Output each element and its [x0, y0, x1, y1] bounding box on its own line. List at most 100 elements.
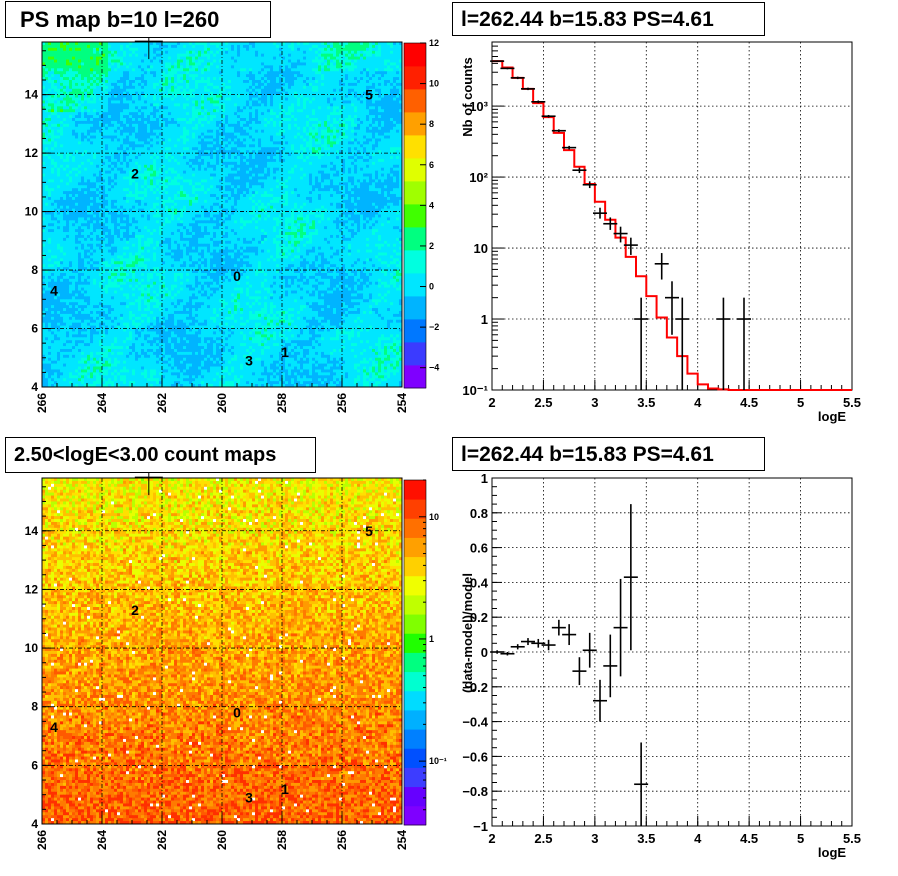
count-map-colorbar-step	[404, 576, 426, 596]
ps-map-title: PS map b=10 l=260	[5, 1, 271, 38]
count-map-colorbar-step	[404, 653, 426, 673]
ps-map-xtick-label: 254	[395, 393, 409, 413]
count-map-xtick-label: 260	[215, 830, 229, 850]
residual-data-point	[603, 635, 617, 698]
spectrum-data-point	[634, 298, 648, 390]
ps-map-ztick-label: −2	[429, 322, 439, 332]
residual-ytick-label: −0.8	[462, 784, 488, 799]
spectrum-ylabel: Nb of counts	[460, 57, 475, 136]
ps-map-colorbar-step	[404, 43, 426, 66]
ps-map-ytick-label: 4	[31, 380, 38, 394]
count-map-colorbar-step	[404, 538, 426, 558]
ps-map-ztick-label: 8	[429, 119, 434, 129]
ps-map-xtick-label: 258	[275, 393, 289, 413]
residual-ygrid	[492, 513, 852, 791]
residual-xtick-label: 5	[797, 831, 804, 846]
count-map-ytick-label: 14	[25, 524, 39, 538]
spectrum-data-point	[490, 60, 504, 61]
ps-map-marker-1: 1	[281, 344, 289, 360]
count-map-colorbar-step	[404, 672, 426, 692]
count-map-colorbar-step	[404, 480, 426, 500]
residual-data	[490, 504, 648, 826]
ps-map-marker-0: 0	[233, 268, 241, 284]
residual-ytick-label: 1	[481, 471, 488, 486]
spectrum-xtick-label: 3.5	[637, 395, 655, 410]
ps-map-colorbar-step	[404, 296, 426, 319]
ps-map-colorbar	[404, 43, 426, 388]
ps-map-marker-4: 4	[50, 283, 58, 299]
spectrum-xtick-label: 2.5	[534, 395, 552, 410]
ps-map-ztick-label: 10	[429, 79, 439, 89]
residual-title: l=262.44 b=15.83 PS=4.61	[452, 437, 765, 471]
residual-xtick-label: 5.5	[843, 831, 861, 846]
ps-map-colorbar-step	[404, 181, 426, 204]
count-map-colorbar	[404, 480, 426, 825]
count-map-ztick-label: 10	[429, 512, 439, 522]
count-map-colorbar-step	[404, 633, 426, 653]
residual-ytick-label: −0.4	[462, 715, 488, 730]
residual-xtick-label: 3	[591, 831, 598, 846]
residual-data-point	[552, 620, 566, 636]
count-map-ytick-label: 8	[31, 700, 38, 714]
count-map-colorbar-step	[404, 729, 426, 749]
ps-map-ztick-label: 2	[429, 241, 434, 251]
count-map-xtick-label: 258	[275, 830, 289, 850]
count-map-xtick-label: 254	[395, 830, 409, 850]
spectrum-data-point	[500, 67, 514, 69]
spectrum-ytick-label: 10⁻¹	[462, 383, 488, 398]
ps-map-xtick-label: 266	[35, 393, 49, 413]
count-map-colorbar-step	[404, 557, 426, 577]
spectrum-model-line	[492, 61, 852, 390]
ps-map-xtick-label: 264	[95, 393, 109, 413]
count-map-xtick-label: 266	[35, 830, 49, 850]
ps-map-xtick-label: 260	[215, 393, 229, 413]
spectrum-xtick-label: 3	[591, 395, 598, 410]
spectrum-ytick-label: 1	[481, 312, 488, 327]
ps-map-ytick-label: 12	[25, 146, 39, 160]
ps-map-ztick-label: 6	[429, 160, 434, 170]
count-map-marker-0: 0	[233, 705, 241, 721]
ps-map-xtick-label: 256	[335, 393, 349, 413]
ps-map-marker-5: 5	[365, 87, 373, 103]
spectrum-xtick-label: 5.5	[843, 395, 861, 410]
residual-xtick-label: 2.5	[534, 831, 552, 846]
count-map-marker-5: 5	[365, 523, 373, 539]
count-map-colorbar-step	[404, 499, 426, 519]
count-map-title: 2.50<logE<3.00 count maps	[5, 437, 316, 473]
ps-map-colorbar-step	[404, 135, 426, 158]
count-map-xtick-label: 264	[95, 830, 109, 850]
count-map-xtick-label: 256	[335, 830, 349, 850]
count-map-colorbar-step	[404, 518, 426, 538]
residual-ylabel: (data-model)/model	[460, 573, 475, 693]
count-map-colorbar-step	[404, 614, 426, 634]
ps-map-colorbar-step	[404, 273, 426, 296]
ps-map-colorbar-step	[404, 204, 426, 227]
spectrum-ytick-label: 10²	[469, 170, 488, 185]
ps-map-colorbar-step	[404, 342, 426, 365]
ps-map-ztick-label: −4	[429, 363, 439, 373]
residual-xtick-label: 2	[488, 831, 495, 846]
count-map-colorbar-step	[404, 806, 426, 826]
spectrum-xlabel: logE	[818, 409, 846, 424]
count-map-colorbar-step	[404, 768, 426, 788]
residual-ytick-label: 0.8	[470, 506, 488, 521]
spectrum-xtick-label: 5	[797, 395, 804, 410]
count-map-marker-4: 4	[50, 719, 58, 735]
count-map-ztick-label: 1	[429, 634, 434, 644]
count-map-ytick-label: 12	[25, 582, 39, 596]
ps-map-marker-2: 2	[131, 166, 139, 182]
count-map-ytick-label: 10	[25, 641, 39, 655]
ps-map-ytick-label: 6	[31, 322, 38, 336]
residual-ytick-label: 0.6	[470, 541, 488, 556]
residual-ytick-label: 0	[481, 645, 488, 660]
residual-data-point	[511, 644, 525, 649]
residual-data-point	[614, 579, 628, 676]
count-map-colorbar-step	[404, 595, 426, 615]
spectrum-xtick-label: 4.5	[740, 395, 758, 410]
spectrum-data	[490, 60, 751, 390]
residual-xtick-label: 4	[694, 831, 702, 846]
count-map-colorbar-step	[404, 787, 426, 807]
count-map-ytick-label: 4	[31, 817, 38, 831]
residual-xtick-label: 4.5	[740, 831, 758, 846]
